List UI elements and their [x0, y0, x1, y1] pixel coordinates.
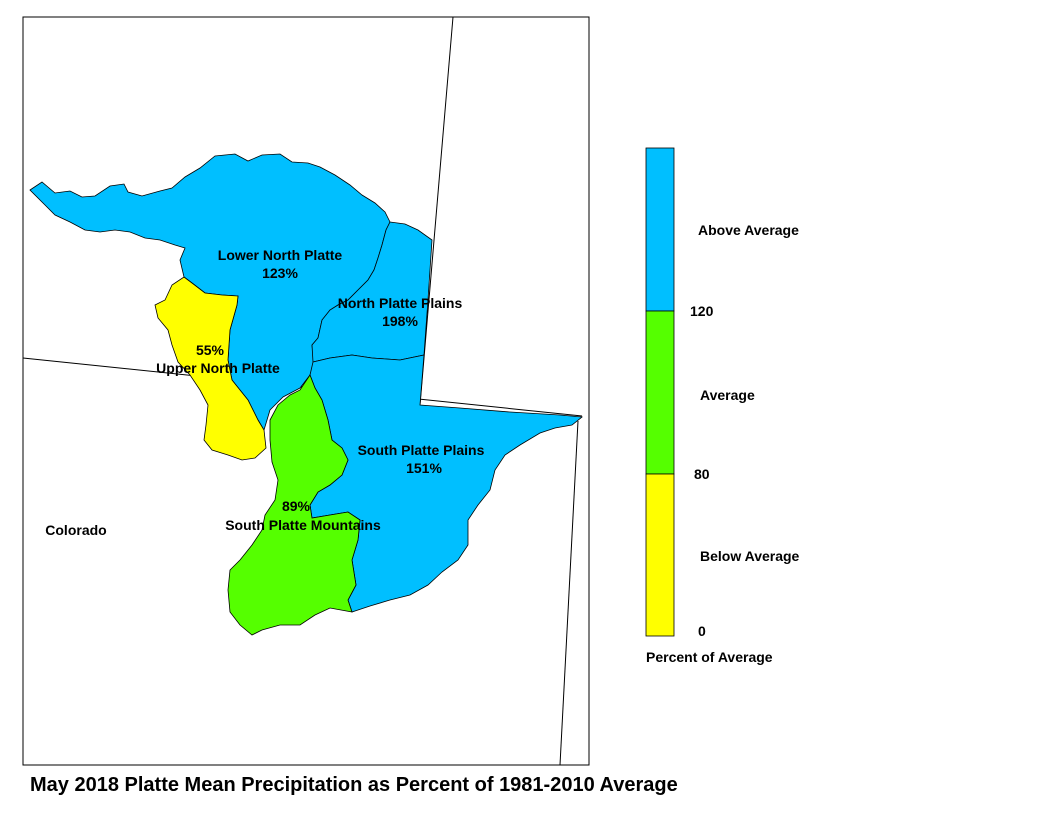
- legend-break-0: 0: [698, 623, 706, 639]
- basin-label-north-platte-plains: North Platte Plains: [338, 295, 463, 311]
- legend-swatch-above-average: [645, 147, 675, 312]
- map-title: May 2018 Platte Mean Precipitation as Pe…: [30, 774, 678, 796]
- basin-label-lower-north-platte: Lower North Platte: [218, 247, 343, 263]
- legend-swatch-average: [645, 310, 675, 475]
- basin-label-south-platte-mountains: South Platte Mountains: [225, 517, 381, 533]
- legend-title: Percent of Average: [646, 649, 773, 665]
- legend-swatch-below-average: [645, 473, 675, 637]
- legend: Above Average Average Below Average 120 …: [645, 147, 800, 665]
- basin-percent-south-platte-mountains: 89%: [282, 498, 311, 514]
- basin-percent-north-platte-plains: 198%: [382, 313, 418, 329]
- legend-label-above-average: Above Average: [698, 222, 799, 238]
- basin-percent-lower-north-platte: 123%: [262, 265, 298, 281]
- legend-break-120: 120: [690, 303, 714, 319]
- legend-label-average: Average: [700, 387, 755, 403]
- legend-break-80: 80: [694, 466, 710, 482]
- legend-label-below-average: Below Average: [700, 548, 800, 564]
- basin-percent-south-platte-plains: 151%: [406, 460, 442, 476]
- state-border-east: [419, 16, 454, 406]
- basin-label-upper-north-platte: Upper North Platte: [156, 360, 280, 376]
- basin-south-platte-mountains[interactable]: [227, 374, 361, 636]
- basin-label-south-platte-plains: South Platte Plains: [358, 442, 485, 458]
- basin-percent-upper-north-platte: 55%: [196, 342, 225, 358]
- basin-north-platte-plains[interactable]: [311, 221, 433, 363]
- basin-upper-north-platte[interactable]: [154, 276, 267, 461]
- state-label-colorado: Colorado: [45, 522, 106, 538]
- state-border-east-lower: [559, 420, 579, 766]
